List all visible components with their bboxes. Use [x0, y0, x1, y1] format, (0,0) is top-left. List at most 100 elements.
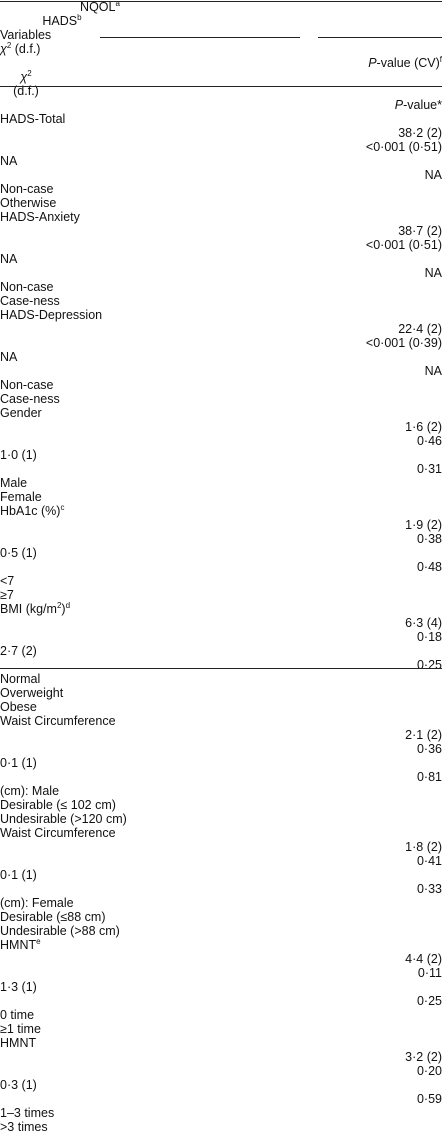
row-value: NA	[424, 168, 442, 182]
row-label: HADS-Total	[0, 112, 442, 126]
text-segment: b	[77, 13, 82, 22]
row-value: <0·001 (0·51)	[365, 238, 442, 252]
row-value: 2·1 (2)	[405, 728, 442, 742]
row-value: NA	[0, 350, 18, 364]
sub-row-label: Overweight	[0, 686, 64, 700]
bottom-rule	[0, 668, 442, 669]
row-label: Waist Circumference	[0, 714, 442, 728]
sub-row-label: <7	[0, 574, 15, 588]
column-header: χ2	[0, 70, 52, 85]
row-value: 0·38	[416, 532, 442, 546]
text-segment: Waist Circumference	[0, 826, 116, 840]
sub-row-label: (cm): Female	[0, 896, 74, 910]
text-segment: HADS-Total	[0, 112, 66, 126]
text-segment: NQOL	[80, 0, 116, 14]
text-segment: P	[368, 56, 377, 70]
sub-row-label: Otherwise	[0, 196, 57, 210]
header-rule	[0, 86, 442, 87]
row-label: HMNT	[0, 1036, 442, 1050]
row-label: Waist Circumference	[0, 826, 442, 840]
text-segment: HADS	[42, 14, 78, 28]
sub-row-label: (cm): Male	[0, 784, 60, 798]
row-value: <0·001 (0·51)	[365, 140, 442, 154]
sub-row-label: Non-case	[0, 378, 54, 392]
sub-row-label: Non-case	[0, 182, 54, 196]
column-header: P-value*	[0, 98, 442, 112]
row-value: 0·59	[416, 1092, 442, 1106]
text-segment: -value*	[403, 98, 442, 112]
sub-row-label: ≥7	[0, 588, 14, 602]
row-value: 0·5 (1)	[0, 546, 37, 560]
group-header: NQOLa	[0, 0, 200, 14]
row-value: 0·3 (1)	[0, 1078, 37, 1092]
row-value: 1·6 (2)	[405, 420, 442, 434]
row-value: 1·8 (2)	[405, 840, 442, 854]
column-header: Variables	[0, 28, 442, 42]
text-segment: d	[65, 601, 71, 610]
row-value: 0·1 (1)	[0, 756, 37, 770]
column-header: χ2 (d.f.)	[0, 41, 442, 57]
row-value: 0·81	[416, 770, 442, 784]
row-value: NA	[0, 154, 18, 168]
row-label: HADS-Anxiety	[0, 210, 442, 224]
text-segment: 2	[56, 601, 62, 610]
group-header: HADSb	[0, 13, 124, 29]
sub-row-label: Undesirable (>88 cm)	[0, 924, 120, 938]
row-value: 0·25	[416, 658, 442, 672]
top-rule	[0, 1, 442, 2]
row-value: 0·25	[416, 994, 442, 1008]
text-segment: (d.f.)	[11, 42, 41, 56]
text-segment: a	[115, 0, 120, 8]
row-value: 1·0 (1)	[0, 448, 37, 462]
text-segment: Variables	[0, 28, 52, 42]
row-value: 22·4 (2)	[398, 322, 442, 336]
text-segment: )	[61, 602, 66, 616]
text-segment: χ	[20, 70, 28, 84]
sub-row-label: Female	[0, 490, 42, 504]
text-segment: HADS-Depression	[0, 308, 103, 322]
text-segment: P	[394, 98, 404, 112]
text-segment: f	[439, 55, 442, 64]
text-segment: Gender	[0, 406, 42, 420]
sub-row-label: 0 time	[0, 1008, 35, 1022]
row-label: HADS-Depression	[0, 308, 442, 322]
row-value: NA	[424, 266, 442, 280]
group-rule	[100, 37, 300, 38]
row-value: 38·7 (2)	[398, 224, 442, 238]
text-segment: c	[60, 503, 65, 512]
row-label: BMI (kg/m2)d	[0, 601, 442, 617]
text-segment: HADS-Anxiety	[0, 210, 80, 224]
text-segment: HbA1c (%)	[0, 504, 61, 518]
text-segment: HMNT	[0, 1036, 37, 1050]
sub-row-label: Desirable (≤ 102 cm)	[0, 798, 116, 812]
row-value: 0·18	[416, 630, 442, 644]
row-value: 2·7 (2)	[0, 644, 37, 658]
sub-row-label: Normal	[0, 672, 41, 686]
text-segment: HMNT	[0, 938, 37, 952]
row-value: 4·4 (2)	[405, 952, 442, 966]
text-segment: BMI (kg/m	[0, 602, 57, 616]
row-label: HMNTe	[0, 938, 442, 953]
sub-row-label: >3 times	[0, 1120, 48, 1134]
text-segment: -value (CV)	[376, 56, 440, 70]
sub-row-label: Obese	[0, 700, 37, 714]
row-label: HbA1c (%)c	[0, 503, 442, 519]
row-value: 0·31	[416, 462, 442, 476]
row-value: NA	[0, 252, 18, 266]
row-label: Gender	[0, 406, 442, 420]
row-value: <0·001 (0·39)	[365, 336, 442, 350]
row-value: 1·9 (2)	[405, 518, 442, 532]
sub-row-label: Non-case	[0, 280, 54, 294]
row-value: 1·3 (1)	[0, 980, 37, 994]
column-header: (d.f.)	[13, 84, 39, 98]
row-value: 0·36	[416, 742, 442, 756]
sub-row-label: Male	[0, 476, 28, 490]
group-rule	[318, 37, 442, 38]
text-segment: 2	[6, 41, 12, 50]
sub-row-label: Desirable (≤88 cm)	[0, 910, 106, 924]
sub-row-label: Undesirable (>120 cm)	[0, 812, 127, 826]
row-value: 0·11	[417, 966, 442, 980]
row-value: 0·1 (1)	[0, 868, 37, 882]
row-value: 0·41	[416, 854, 442, 868]
